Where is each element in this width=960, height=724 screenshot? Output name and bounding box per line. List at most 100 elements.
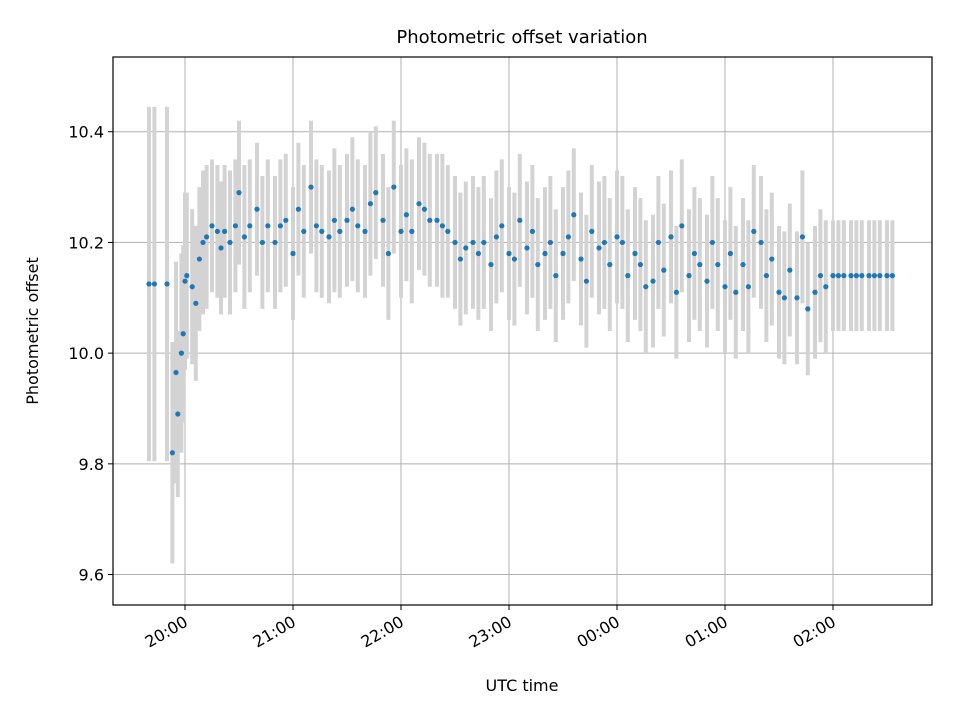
data-point [337, 228, 343, 234]
data-point [367, 201, 373, 207]
data-point [583, 278, 590, 284]
data-point [196, 256, 202, 262]
data-point [200, 239, 206, 246]
data-point [799, 234, 806, 240]
data-point [794, 295, 800, 301]
data-point [180, 331, 186, 337]
data-point [259, 239, 265, 246]
data-point [607, 261, 613, 268]
y-tick-label: 9.8 [79, 455, 104, 474]
data-point [232, 223, 238, 229]
data-point [817, 273, 824, 279]
data-point [277, 223, 283, 229]
data-point [758, 239, 764, 246]
data-point [889, 273, 896, 279]
data-point [727, 250, 734, 257]
data-point [182, 278, 188, 284]
data-point [247, 223, 253, 229]
data-point [715, 261, 721, 268]
data-point [751, 228, 757, 234]
data-point [391, 184, 397, 190]
data-point [679, 223, 685, 229]
data-point [506, 250, 512, 257]
data-point [614, 234, 620, 240]
data-point [668, 234, 674, 240]
data-point [209, 223, 215, 229]
data-point [859, 273, 865, 279]
data-point [439, 223, 445, 229]
data-point [178, 350, 184, 356]
data-point [452, 239, 458, 246]
data-point [295, 206, 301, 212]
data-point [380, 217, 386, 223]
data-point [169, 450, 175, 456]
data-point [222, 228, 228, 234]
y-axis-label: Photometric offset [23, 257, 42, 405]
y-tick-label: 9.6 [79, 566, 104, 585]
data-point [470, 239, 476, 246]
data-point [740, 261, 746, 268]
data-point [781, 295, 788, 301]
data-point [416, 201, 422, 207]
data-point [871, 273, 878, 279]
data-point [776, 289, 782, 295]
data-point [823, 284, 829, 290]
data-point [427, 217, 433, 223]
data-point [151, 281, 157, 287]
data-point [619, 239, 626, 246]
data-point [848, 273, 854, 279]
data-point [463, 245, 469, 251]
data-point [547, 239, 554, 246]
data-point [763, 273, 770, 279]
data-point [571, 212, 577, 218]
data-point [355, 223, 361, 229]
data-point [596, 245, 602, 251]
data-point [214, 228, 220, 234]
data-points [146, 184, 896, 456]
data-point [488, 261, 494, 268]
data-point [884, 273, 890, 279]
data-point [661, 267, 667, 273]
data-point [290, 250, 296, 257]
data-point [805, 306, 811, 312]
data-point [173, 369, 179, 376]
data-point [511, 256, 517, 262]
data-point [241, 234, 247, 240]
data-point [745, 284, 752, 290]
data-point [517, 217, 523, 223]
data-point [709, 239, 716, 246]
y-tick-label: 10.2 [68, 233, 104, 252]
data-point [164, 281, 170, 287]
data-point [877, 273, 883, 279]
data-point [589, 228, 595, 234]
data-point [565, 234, 572, 240]
data-point [853, 273, 860, 279]
data-point [373, 190, 379, 196]
data-point [866, 273, 872, 279]
data-point [691, 250, 698, 257]
data-point [643, 284, 649, 290]
data-point [218, 245, 224, 251]
data-point [812, 289, 818, 295]
data-point [524, 245, 530, 251]
data-point [733, 289, 739, 295]
data-point [650, 278, 656, 284]
data-point [308, 184, 314, 190]
data-point [403, 212, 409, 218]
data-point [445, 228, 451, 234]
data-point [265, 223, 271, 229]
data-point [204, 234, 210, 240]
data-point [481, 239, 487, 246]
data-point [283, 217, 289, 223]
data-point [398, 228, 404, 234]
data-point [529, 228, 536, 234]
y-axis-ticks: 9.6 9.8 10.0 10.2 10.4 [68, 123, 113, 585]
data-point [175, 411, 181, 417]
data-point [272, 239, 278, 246]
data-point [493, 234, 499, 240]
data-point [301, 228, 307, 234]
data-point [578, 256, 584, 262]
